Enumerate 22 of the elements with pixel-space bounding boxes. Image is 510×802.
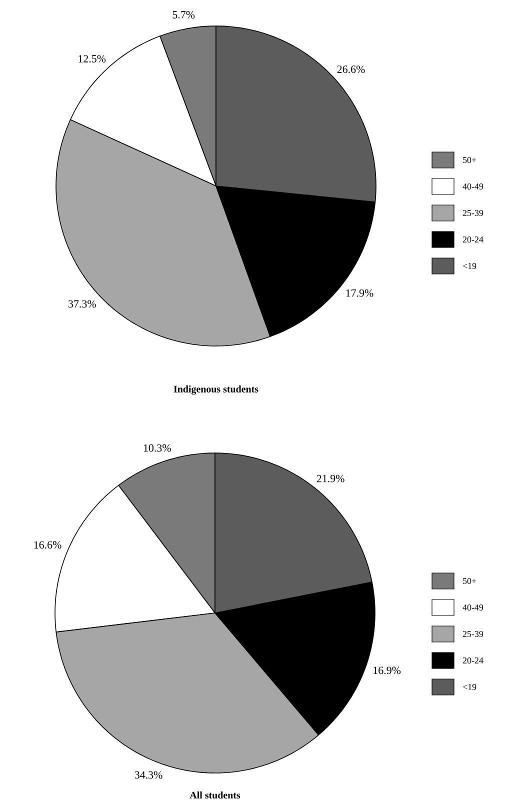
text: All students: [190, 791, 240, 799]
data-label: 17.9%: [346, 289, 374, 297]
legend-label: 25-39: [462, 630, 484, 638]
data-label: 37.3%: [68, 300, 96, 308]
data-label: 10.3%: [144, 444, 171, 452]
data-label: 16.9%: [374, 666, 401, 674]
legend-label: <19: [462, 684, 476, 690]
legend-label: <19: [462, 262, 476, 270]
legend-label: 40-49: [462, 183, 484, 190]
data-label: 34.3%: [134, 771, 162, 779]
legend-label: 50+: [463, 578, 476, 584]
legend-label: 40-49: [462, 604, 484, 611]
data-label: 12.5%: [78, 55, 106, 62]
data-label: 5.7%: [172, 11, 195, 18]
data-label: 21.9%: [316, 474, 344, 482]
legend-label: 50+: [463, 156, 476, 164]
data-label: 26.6%: [337, 66, 365, 74]
legend-label: 25-39: [462, 210, 484, 216]
text: Indigenous students: [174, 385, 258, 395]
data-label: 16.6%: [34, 541, 62, 549]
legend-label: 20-24: [462, 657, 484, 664]
legend-label: 20-24: [462, 236, 484, 243]
